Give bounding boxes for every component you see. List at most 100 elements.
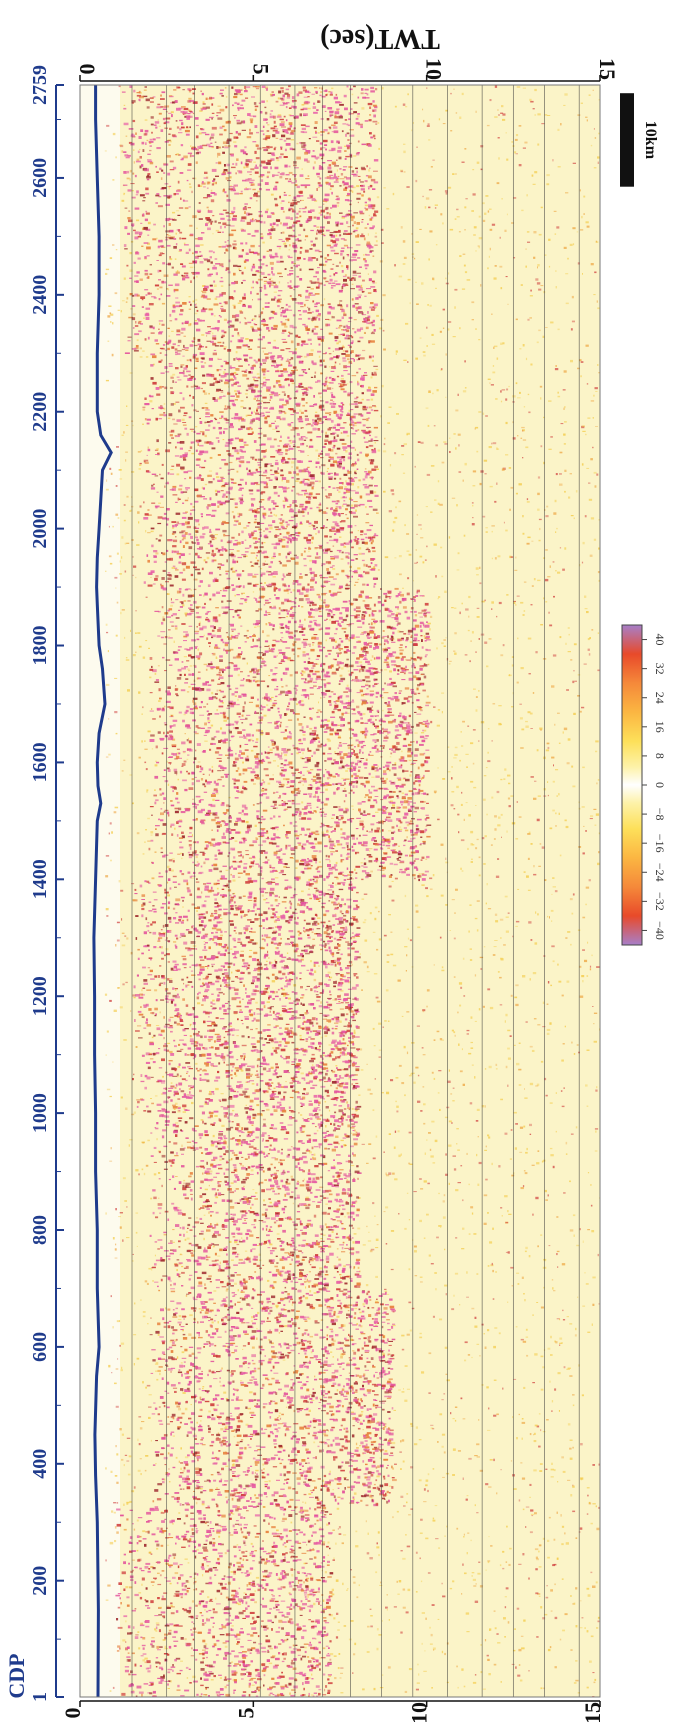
amplitude-mark [279,308,281,310]
amplitude-mark [169,127,172,130]
amplitude-mark [401,1015,404,1017]
amplitude-mark [131,471,135,473]
amplitude-mark [234,1663,240,1665]
amplitude-mark [308,1619,311,1621]
amplitude-mark [344,145,348,147]
amplitude-mark [275,157,279,160]
amplitude-mark [280,639,283,643]
amplitude-mark [471,301,475,304]
amplitude-mark [582,425,585,427]
amplitude-mark [317,176,320,178]
amplitude-mark [177,1075,180,1078]
amplitude-mark [384,647,387,650]
amplitude-mark [335,452,338,455]
amplitude-mark [344,274,347,276]
amplitude-mark [484,212,487,215]
amplitude-mark [316,867,319,869]
amplitude-mark [494,815,497,818]
amplitude-mark [421,1642,423,1645]
amplitude-mark [296,1627,302,1630]
amplitude-mark [401,454,404,456]
amplitude-mark [587,1494,589,1497]
amplitude-mark [314,1523,317,1525]
amplitude-mark [282,1359,286,1361]
amplitude-mark [595,750,598,753]
amplitude-mark [185,1295,188,1297]
amplitude-mark [330,1238,334,1241]
amplitude-mark [426,326,428,329]
amplitude-mark [264,1669,267,1672]
amplitude-mark [129,1500,132,1503]
amplitude-mark [216,792,219,795]
amplitude-mark [310,1588,315,1591]
amplitude-mark [550,1335,552,1339]
amplitude-mark [325,769,327,771]
amplitude-mark [493,946,497,948]
amplitude-mark [451,791,455,793]
amplitude-mark [260,1646,266,1649]
amplitude-mark [117,1358,119,1360]
amplitude-mark [586,1105,589,1107]
amplitude-mark [322,1394,325,1397]
amplitude-mark [525,265,527,268]
amplitude-mark [168,1554,172,1557]
amplitude-mark [190,1404,192,1406]
amplitude-mark [281,1653,284,1656]
amplitude-mark [181,1535,187,1538]
amplitude-mark [314,1375,316,1378]
amplitude-mark [116,1650,120,1652]
amplitude-mark [106,479,108,482]
amplitude-mark [511,1174,515,1177]
amplitude-mark [594,271,597,274]
amplitude-mark [299,833,302,836]
amplitude-mark [178,1315,182,1318]
amplitude-mark [221,1124,225,1127]
amplitude-mark [123,504,126,506]
amplitude-mark [171,566,176,569]
amplitude-mark [567,1367,571,1369]
amplitude-mark [226,1549,230,1552]
amplitude-mark [335,1542,337,1545]
amplitude-mark [422,195,424,198]
amplitude-mark [570,943,572,946]
amplitude-mark [182,906,184,908]
amplitude-mark [165,1307,167,1310]
amplitude-mark [482,1005,485,1008]
amplitude-mark [462,479,464,482]
amplitude-mark [238,92,240,95]
amplitude-mark [436,1236,439,1239]
amplitude-mark [309,1507,311,1510]
amplitude-mark [282,988,285,991]
amplitude-mark [279,626,281,629]
amplitude-mark [201,1622,205,1626]
amplitude-mark [125,459,127,462]
amplitude-mark [587,417,591,419]
amplitude-mark [292,589,296,592]
amplitude-mark [165,1071,168,1074]
amplitude-mark [269,277,273,279]
amplitude-mark [315,892,317,894]
amplitude-mark [506,388,509,391]
amplitude-mark [134,1636,139,1639]
amplitude-mark [537,492,540,496]
amplitude-mark [192,1631,197,1633]
amplitude-mark [424,1650,426,1652]
amplitude-mark [315,411,318,413]
amplitude-mark [204,422,207,424]
amplitude-mark [327,467,329,470]
amplitude-mark [455,173,457,175]
amplitude-mark [204,1671,207,1674]
amplitude-mark [375,232,377,234]
amplitude-mark [371,1307,375,1309]
amplitude-mark [533,1469,537,1472]
amplitude-mark [299,1509,305,1513]
amplitude-mark [550,1468,554,1471]
amplitude-mark [401,750,403,753]
amplitude-mark [488,446,492,449]
amplitude-mark [470,640,472,642]
amplitude-mark [336,903,339,905]
amplitude-mark [536,1302,539,1303]
amplitude-mark [262,1597,264,1600]
amplitude-mark [116,601,119,604]
amplitude-mark [546,1028,551,1031]
